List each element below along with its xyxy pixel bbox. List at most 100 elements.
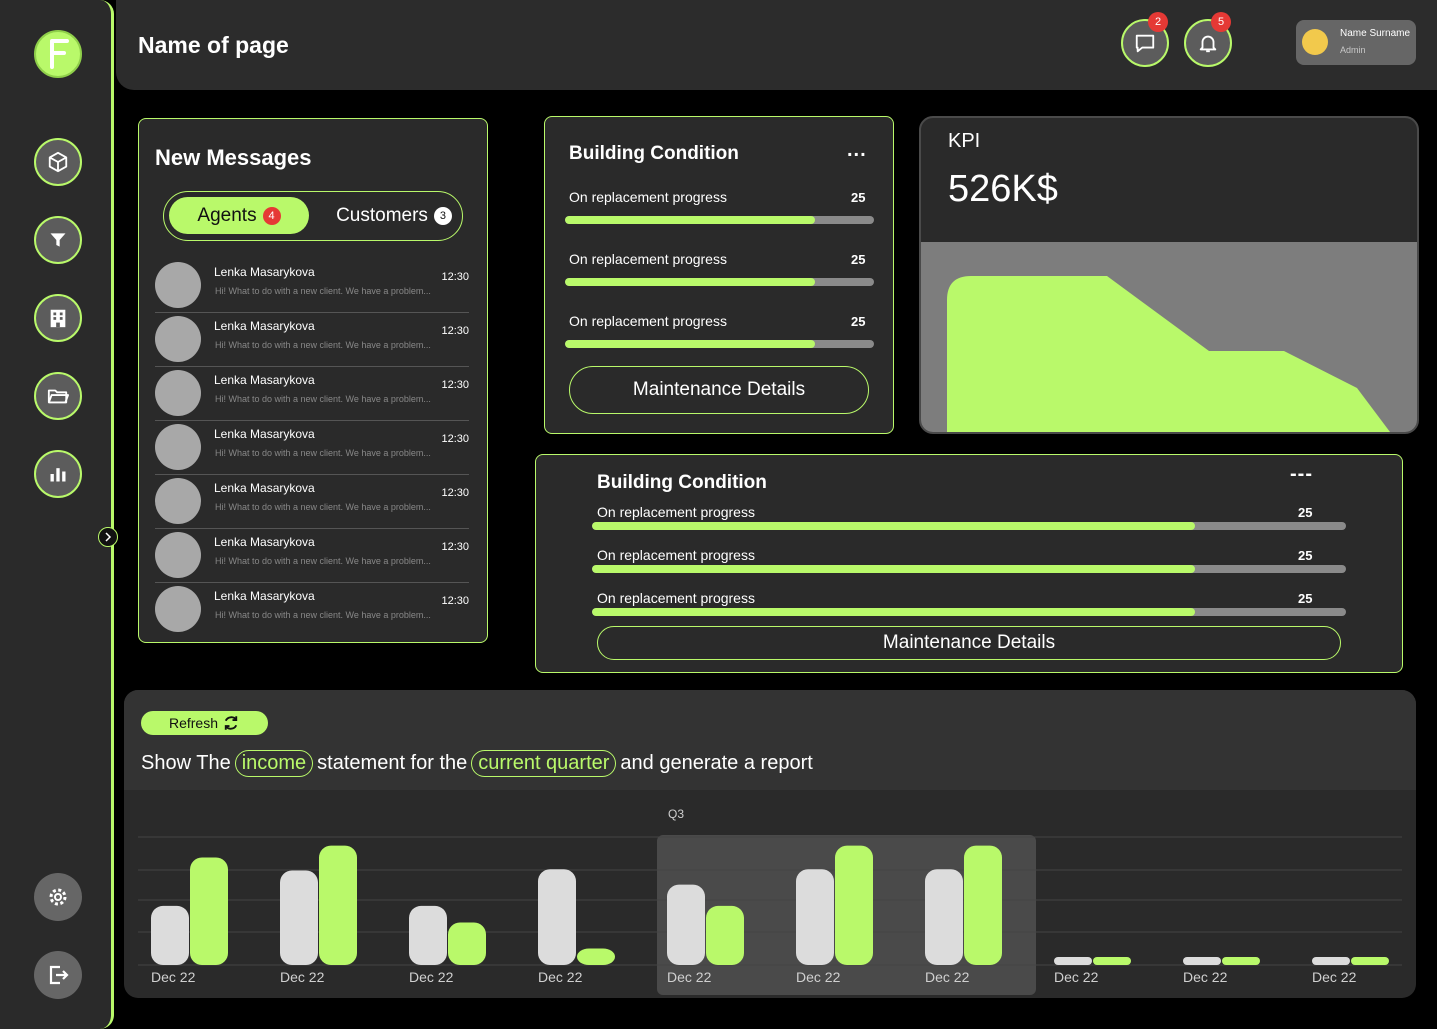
- bar-series-1[interactable]: [1183, 957, 1221, 965]
- message-time: 12:30: [441, 379, 469, 391]
- bar-series-2[interactable]: [448, 922, 486, 965]
- avatar: [155, 370, 201, 416]
- filter-icon: [50, 233, 66, 247]
- user-name: Name Surname: [1340, 28, 1411, 39]
- sidebar-item-reports[interactable]: [34, 450, 82, 498]
- bar-series-2[interactable]: [1093, 957, 1131, 965]
- building-icon: [50, 309, 66, 328]
- bar-chart-icon: [50, 468, 66, 482]
- bar-series-2[interactable]: [1222, 957, 1260, 965]
- bar-series-2[interactable]: [706, 905, 744, 965]
- progress-value: 25: [851, 252, 866, 267]
- messages-button[interactable]: 2: [1121, 12, 1169, 67]
- x-tick-label: Dec 22: [151, 969, 196, 985]
- progress-label: On replacement progress: [597, 590, 755, 606]
- message-sender: Lenka Masarykova: [214, 373, 315, 387]
- more-options-wide-button[interactable]: ---: [1290, 463, 1313, 485]
- progress-fill: [565, 278, 816, 286]
- notifications-button[interactable]: 5: [1184, 12, 1232, 67]
- message-sender: Lenka Masarykova: [214, 535, 315, 549]
- sidebar-expand-button[interactable]: [98, 527, 118, 547]
- progress-label: On replacement progress: [569, 189, 727, 205]
- bar-series-2[interactable]: [190, 857, 228, 965]
- prompt-text-3: and generate a report: [620, 752, 813, 774]
- kpi-area-chart: [921, 242, 1417, 432]
- progress-value: 25: [1298, 591, 1313, 606]
- bar-series-1[interactable]: [151, 905, 189, 965]
- current-quarter-chip[interactable]: current quarter: [471, 750, 617, 777]
- kpi-value: 526K$: [948, 168, 1058, 210]
- progress-fill: [565, 340, 816, 348]
- x-tick-label: Dec 22: [925, 969, 970, 985]
- refresh-icon: [224, 716, 238, 730]
- avatar: [155, 316, 201, 362]
- message-preview: Hi! What to do with a new client. We hav…: [215, 610, 431, 620]
- chevron-right-icon: [105, 532, 112, 542]
- bar-series-1[interactable]: [538, 869, 576, 965]
- progress-fill: [592, 522, 1196, 530]
- app-logo[interactable]: [34, 30, 82, 78]
- more-options-button[interactable]: ...: [847, 139, 867, 161]
- message-item[interactable]: Lenka Masarykova Hi! What to do with a ne…: [155, 367, 469, 421]
- avatar: [155, 532, 201, 578]
- notifications-badge: 5: [1211, 12, 1231, 32]
- sidebar-item-folder[interactable]: [34, 372, 82, 420]
- highlight-label: Q3: [668, 807, 684, 821]
- message-item[interactable]: Lenka Masarykova Hi! What to do with a ne…: [155, 583, 469, 637]
- refresh-button[interactable]: Refresh: [141, 711, 268, 735]
- message-item[interactable]: Lenka Masarykova Hi! What to do with a ne…: [155, 475, 469, 529]
- settings-button[interactable]: [34, 873, 82, 921]
- bell-icon: [1199, 35, 1217, 53]
- message-item[interactable]: Lenka Masarykova Hi! What to do with a ne…: [155, 313, 469, 367]
- maintenance-details-wide-button[interactable]: Maintenance Details: [597, 626, 1341, 660]
- sidebar-item-filter[interactable]: [34, 216, 82, 264]
- income-bar-chart: Q3 Dec 22 Dec 22 Dec 22 Dec 22 Dec 22 Dec 22 De…: [138, 807, 1402, 995]
- x-tick-label: Dec 22: [1054, 969, 1099, 985]
- tab-customers[interactable]: Customers 3: [324, 197, 464, 234]
- bar-series-1[interactable]: [925, 869, 963, 965]
- message-item[interactable]: Lenka Masarykova Hi! What to do with a ne…: [155, 259, 469, 313]
- progress-label: On replacement progress: [597, 547, 755, 563]
- progress-bar: [565, 340, 874, 348]
- logo-f-icon: [50, 39, 69, 69]
- message-list: Lenka Masarykova Hi! What to do with a ne…: [155, 259, 469, 637]
- message-preview: Hi! What to do with a new client. We hav…: [215, 394, 431, 404]
- maintenance-details-button[interactable]: Maintenance Details: [569, 366, 869, 414]
- message-preview: Hi! What to do with a new client. We hav…: [215, 340, 431, 350]
- bar-series-2[interactable]: [964, 845, 1002, 965]
- sidebar-item-cube[interactable]: [34, 138, 82, 186]
- avatar: [155, 262, 201, 308]
- messages-tabs: Agents 4 Customers 3: [163, 191, 463, 241]
- sidebar: [0, 0, 118, 1029]
- bar-series-2[interactable]: [835, 845, 873, 965]
- progress-label: On replacement progress: [569, 313, 727, 329]
- sidebar-item-building[interactable]: [34, 294, 82, 342]
- tab-agents[interactable]: Agents 4: [169, 197, 309, 234]
- income-chip[interactable]: income: [234, 750, 314, 777]
- bar-series-1[interactable]: [667, 884, 705, 965]
- page-title: Name of page: [138, 32, 289, 58]
- message-sender: Lenka Masarykova: [214, 481, 315, 495]
- tab-customers-label: Customers: [336, 204, 428, 226]
- settings-icon: [49, 888, 67, 906]
- message-preview: Hi! What to do with a new client. We hav…: [215, 556, 431, 566]
- user-menu[interactable]: Name Surname Admin: [1296, 20, 1416, 65]
- progress-label: On replacement progress: [569, 251, 727, 267]
- report-prompt-area: Refresh Show The income statement for th…: [124, 690, 1416, 790]
- bar-series-2[interactable]: [319, 845, 357, 965]
- logout-button[interactable]: [34, 951, 82, 999]
- message-time: 12:30: [441, 541, 469, 553]
- bar-series-1[interactable]: [280, 870, 318, 965]
- bar-series-1[interactable]: [796, 869, 834, 965]
- bar-series-1[interactable]: [409, 905, 447, 965]
- progress-bar: [592, 522, 1346, 530]
- bar-series-2[interactable]: [1351, 957, 1389, 965]
- x-tick-label: Dec 22: [1183, 969, 1228, 985]
- bar-series-2[interactable]: [577, 948, 615, 965]
- bar-series-1[interactable]: [1312, 957, 1350, 965]
- progress-fill: [592, 565, 1196, 573]
- x-tick-label: Dec 22: [796, 969, 841, 985]
- message-item[interactable]: Lenka Masarykova Hi! What to do with a ne…: [155, 421, 469, 475]
- message-item[interactable]: Lenka Masarykova Hi! What to do with a ne…: [155, 529, 469, 583]
- bar-series-1[interactable]: [1054, 957, 1092, 965]
